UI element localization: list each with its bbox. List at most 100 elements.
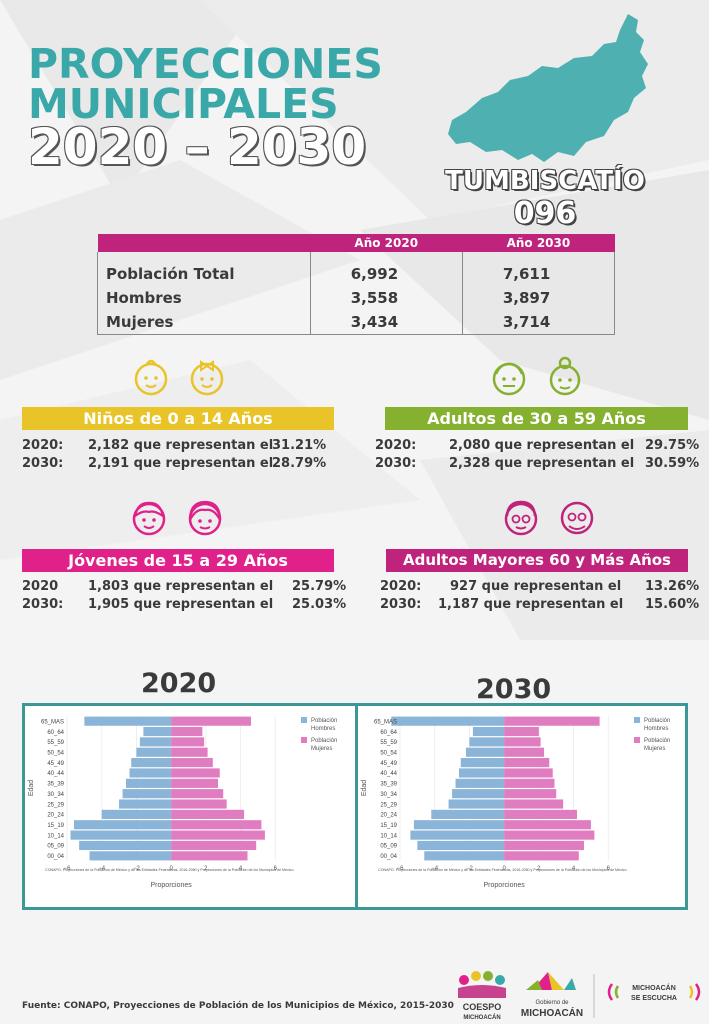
row-value-2030: 7,611 xyxy=(461,252,615,286)
pyramid-title-2030: 2030 xyxy=(476,674,552,705)
mayores-year: 2030: xyxy=(380,597,422,612)
legend-label: Mujeres xyxy=(644,746,665,752)
y-axis-label: Edad xyxy=(361,780,368,796)
municipality-map-icon xyxy=(448,14,648,162)
y-tick-label: 10_14 xyxy=(47,833,64,839)
coespo-sub: MICHOACÁN xyxy=(463,1014,500,1021)
y-tick-label: 05_09 xyxy=(47,844,64,850)
table-row: Población Total 6,992 7,611 xyxy=(98,252,615,286)
legend-label: Población xyxy=(644,738,670,744)
bar-hombres xyxy=(413,820,505,830)
pyramids-container: −6 −4 −2 0 2 4 6 65_MAS 60_64 55_59 50_54 45_49 40_4… xyxy=(22,703,688,910)
mayores-pct: 15.60% xyxy=(645,597,700,612)
legend-swatch xyxy=(634,737,640,743)
bar-mujeres xyxy=(171,716,251,726)
young-man-icon xyxy=(132,501,166,536)
y-tick-label: 65_MAS xyxy=(41,719,64,725)
adultos-text: 2,080 que representan el xyxy=(449,438,635,453)
y-axis-label: Edad xyxy=(28,780,35,796)
municipality-code: 096 xyxy=(513,196,577,231)
pyramid-title-2020: 2020 xyxy=(141,668,217,699)
bar-mujeres xyxy=(504,737,541,747)
bar-hombres xyxy=(431,809,505,819)
bar-mujeres xyxy=(504,789,557,799)
michoacan-se-escucha-logo: MICHOACÁN SE ESCUCHA xyxy=(607,983,701,1002)
bar-hombres xyxy=(472,726,505,737)
footer-logos: COESPO MICHOACÁN Gobierno de MICHOACÁN M… xyxy=(458,971,701,1021)
row-value-2030: 3,714 xyxy=(461,310,615,335)
x-tick-label: 4 xyxy=(572,866,576,872)
y-tick-label: 10_14 xyxy=(380,833,397,839)
row-value-2020: 3,434 xyxy=(309,310,463,335)
bar-mujeres xyxy=(504,726,539,737)
row-value-2020: 3,558 xyxy=(309,286,463,310)
bar-mujeres xyxy=(504,747,545,757)
y-tick-label: 30_34 xyxy=(47,792,64,798)
coespo-logo: COESPO MICHOACÁN xyxy=(458,971,506,1021)
x-tick-label: 6 xyxy=(607,866,611,872)
baby-boy-icon xyxy=(134,359,168,396)
adultos-year: 2020: xyxy=(375,438,417,453)
bar-mujeres xyxy=(504,799,564,809)
mayores-band: Adultos Mayores 60 y Más Años xyxy=(386,549,688,572)
municipality-name: TUMBISCATÍO xyxy=(445,166,645,196)
x-axis-label: Proporciones xyxy=(484,882,526,889)
y-tick-label: 00_04 xyxy=(47,854,64,860)
bar-mujeres xyxy=(171,758,213,768)
jovenes-pct: 25.79% xyxy=(292,579,347,594)
adultos-text: 2,328 que representan el xyxy=(449,456,635,471)
adultos-icons xyxy=(488,356,586,398)
bar-hombres xyxy=(424,851,505,861)
table-row: Mujeres 3,434 3,714 xyxy=(98,310,615,335)
jovenes-band: Jóvenes de 15 a 29 Años xyxy=(22,549,334,572)
y-tick-label: 35_39 xyxy=(47,782,64,788)
x-tick-label: −6 xyxy=(64,866,72,872)
jovenes-text: 1,803 que representan el xyxy=(88,579,274,594)
source-note: Fuente: CONAPO, Proyecciones de Població… xyxy=(22,1001,454,1011)
bar-mujeres xyxy=(171,851,248,861)
bar-hombres xyxy=(410,830,505,840)
bar-mujeres xyxy=(504,809,578,819)
title-line-2: MUNICIPALES xyxy=(28,80,339,128)
bar-hombres xyxy=(126,778,172,788)
x-tick-label: −4 xyxy=(431,866,439,872)
chart-divider xyxy=(355,706,358,907)
bar-hombres xyxy=(122,789,172,799)
y-tick-label: 50_54 xyxy=(47,751,64,757)
ninos-pct: 28.79% xyxy=(272,456,327,471)
bar-mujeres xyxy=(171,778,219,788)
bar-hombres xyxy=(417,840,505,851)
x-tick-label: 0 xyxy=(502,866,506,872)
bar-hombres xyxy=(89,851,172,861)
y-tick-label: 15_19 xyxy=(47,823,64,829)
y-tick-label: 65_MAS xyxy=(374,719,397,725)
ninos-band: Niños de 0 a 14 Años xyxy=(22,407,334,430)
jovenes-icons xyxy=(128,496,226,538)
bar-mujeres xyxy=(171,726,203,737)
x-tick-label: −2 xyxy=(466,866,474,872)
jovenes-year: 2030: xyxy=(22,597,64,612)
bar-hombres xyxy=(84,716,172,726)
bar-hombres xyxy=(119,799,172,809)
legend-label: Población xyxy=(644,718,670,724)
bar-hombres xyxy=(139,737,172,747)
row-value-2030: 3,897 xyxy=(461,286,615,310)
jovenes-year: 2020 xyxy=(22,579,59,594)
title-line-1: PROYECCIONES xyxy=(28,40,383,88)
michoacan-text: MICHOACÁN xyxy=(521,1006,583,1019)
y-tick-label: 45_49 xyxy=(47,761,64,767)
x-tick-label: 4 xyxy=(239,866,243,872)
y-tick-label: 05_09 xyxy=(380,844,397,850)
gobierno-text: Gobierno de xyxy=(535,1000,569,1006)
bar-mujeres xyxy=(171,789,224,799)
legend-swatch xyxy=(301,737,307,743)
bar-hombres xyxy=(448,799,505,809)
ninos-pct: 31.21% xyxy=(272,438,327,453)
elderly-woman-icon xyxy=(504,500,538,536)
bar-mujeres xyxy=(504,716,600,726)
se-escucha-line1: MICHOACÁN xyxy=(632,983,676,992)
bar-hombres xyxy=(129,768,172,778)
chart-source-note: CONAPO. Proyecciones de la Población de … xyxy=(378,868,627,872)
row-label: Población Total xyxy=(106,265,235,283)
y-tick-label: 15_19 xyxy=(380,823,397,829)
